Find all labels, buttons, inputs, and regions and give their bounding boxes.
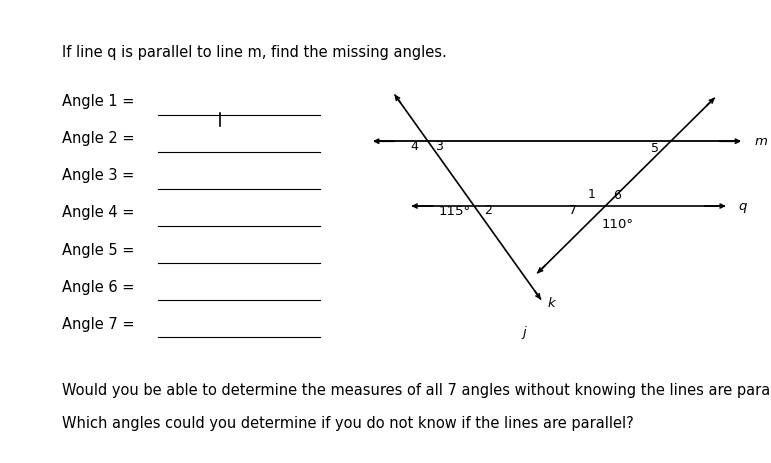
Text: 7: 7 xyxy=(569,204,577,217)
Text: q: q xyxy=(739,200,747,213)
Text: k: k xyxy=(547,297,555,310)
Text: Angle 6 =: Angle 6 = xyxy=(62,280,134,294)
Text: 1: 1 xyxy=(588,188,595,201)
Text: 5: 5 xyxy=(651,142,659,155)
Text: 3: 3 xyxy=(436,140,443,153)
Text: 4: 4 xyxy=(410,140,418,153)
Text: 110°: 110° xyxy=(601,219,634,232)
Text: Angle 1 =: Angle 1 = xyxy=(62,94,134,109)
Text: j: j xyxy=(522,325,526,338)
Text: 6: 6 xyxy=(613,189,621,202)
Text: Angle 4 =: Angle 4 = xyxy=(62,206,134,220)
Text: 115°: 115° xyxy=(438,205,470,218)
Text: Angle 7 =: Angle 7 = xyxy=(62,317,134,332)
Text: Would you be able to determine the measures of all 7 angles without knowing the : Would you be able to determine the measu… xyxy=(62,383,771,398)
Text: Angle 3 =: Angle 3 = xyxy=(62,169,134,183)
Text: Angle 5 =: Angle 5 = xyxy=(62,243,134,257)
Text: If line q is parallel to line m, find the missing angles.: If line q is parallel to line m, find th… xyxy=(62,45,446,60)
Text: Which angles could you determine if you do not know if the lines are parallel?: Which angles could you determine if you … xyxy=(62,416,634,431)
Text: m: m xyxy=(754,135,767,148)
Text: Angle 2 =: Angle 2 = xyxy=(62,131,134,146)
Text: 2: 2 xyxy=(484,204,492,217)
